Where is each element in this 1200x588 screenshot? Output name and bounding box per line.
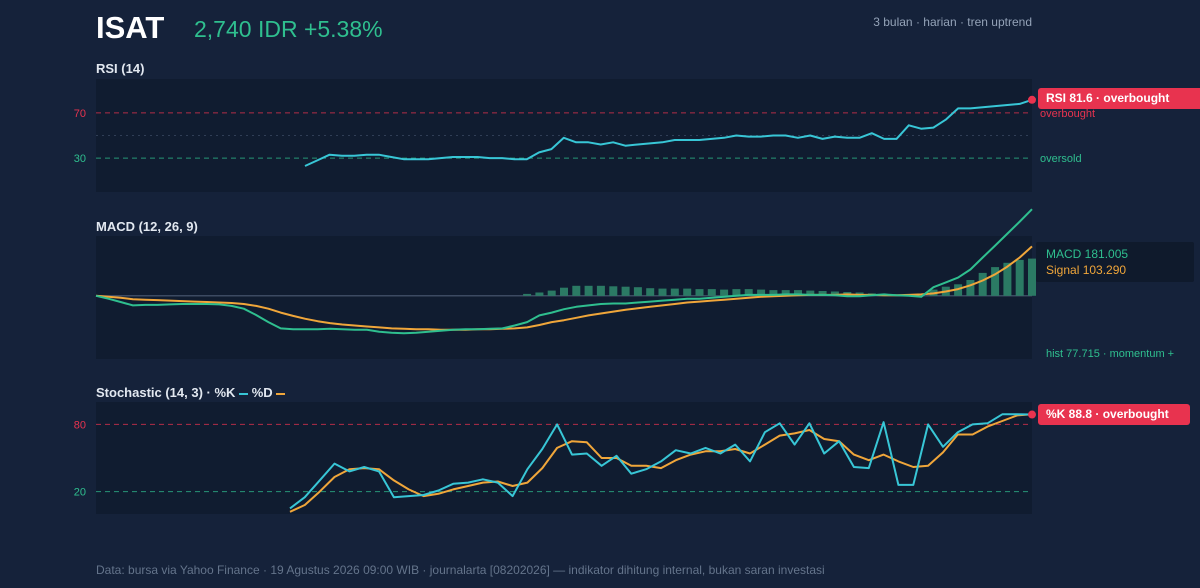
signal-value: Signal 103.290 — [1046, 263, 1127, 277]
macd-hist-bar — [621, 286, 630, 296]
ticker-symbol: ISAT — [96, 10, 165, 45]
macd-panel — [96, 236, 1032, 359]
macd-hist-bar — [781, 290, 790, 296]
rsi-chart: overbought oversold 30 70 — [74, 95, 1095, 167]
d-legend-label: %D — [251, 385, 273, 400]
macd-hist-bar — [794, 290, 802, 296]
macd-hist-bar — [707, 289, 716, 296]
macd-hist-bar — [633, 287, 642, 296]
k-legend-swatch — [239, 392, 249, 395]
rsi-ref-label: oversold — [1040, 153, 1082, 165]
macd-chart — [95, 208, 1036, 335]
macd-series-line — [95, 208, 1033, 335]
macd-hist-bar — [560, 287, 568, 296]
macd-hist-bar — [683, 288, 692, 296]
macd-hist-bar — [1003, 262, 1012, 296]
rsi-title: RSI (14) — [96, 61, 145, 76]
macd-hist-bar — [966, 280, 975, 296]
rsi-tick-label: 30 — [74, 153, 86, 165]
macd-hist-bar — [830, 291, 839, 296]
macd-hist-bar — [584, 285, 593, 296]
stochastic-title: Stochastic (14, 3) · %K %D — [96, 385, 286, 400]
macd-hist-bar — [720, 289, 729, 296]
macd-hist-bar — [523, 293, 532, 296]
macd-value: MACD 181.005 — [1046, 247, 1129, 261]
macd-hist-bar — [535, 292, 544, 296]
macd-hist-bar — [744, 289, 753, 296]
period-info: 3 bulan · harian · tren uptrend — [873, 15, 1032, 29]
stochastic-tick-label: 80 — [74, 419, 86, 431]
macd-hist-bar — [818, 291, 827, 296]
macd-hist-bar — [670, 288, 679, 296]
macd-hist-bar — [609, 286, 618, 296]
stochastic-badge: %K 88.8 · overbought — [1038, 404, 1190, 425]
macd-hist-bar — [732, 289, 741, 296]
footer-note: Data: bursa via Yahoo Finance · 19 Agust… — [96, 563, 825, 577]
macd-hist-bar — [596, 285, 605, 296]
macd-hist-bar — [991, 267, 1000, 296]
macd-hist-bar — [1028, 258, 1036, 296]
rsi-series-line — [304, 98, 1033, 167]
macd-hist-bar — [646, 288, 655, 296]
stochastic-k-line — [289, 413, 1033, 510]
macd-hist-bar — [806, 290, 815, 296]
macd-title: MACD (12, 26, 9) — [96, 219, 198, 234]
stochastic-last-point — [1028, 410, 1036, 419]
stochastic-tick-label: 20 — [74, 487, 86, 499]
macd-hist-bar — [757, 289, 766, 296]
macd-hist-bar — [658, 288, 667, 296]
macd-values-box: MACD 181.005 Signal 103.290 — [1036, 242, 1194, 282]
rsi-ref-label: overbought — [1040, 108, 1095, 120]
rsi-tick-label: 70 — [74, 108, 86, 120]
stochastic-title-text: Stochastic (14, 3) · — [96, 385, 215, 400]
stochastic-d-line — [289, 413, 1033, 513]
macd-hist-bar — [978, 272, 987, 296]
macd-hist-bar — [547, 290, 556, 296]
d-legend-swatch — [276, 392, 286, 395]
macd-hist-bar — [572, 285, 581, 296]
macd-hist-bar — [1015, 259, 1024, 296]
hist-value: hist 77.715 · momentum + — [1046, 348, 1175, 360]
k-legend-label: %K — [214, 385, 236, 400]
rsi-badge: RSI 81.6 · overbought — [1038, 88, 1200, 109]
macd-hist-bar — [769, 290, 778, 296]
macd-hist-bar — [695, 289, 704, 296]
rsi-last-point — [1028, 95, 1036, 104]
price-change: 2,740 IDR +5.38% — [194, 16, 383, 42]
